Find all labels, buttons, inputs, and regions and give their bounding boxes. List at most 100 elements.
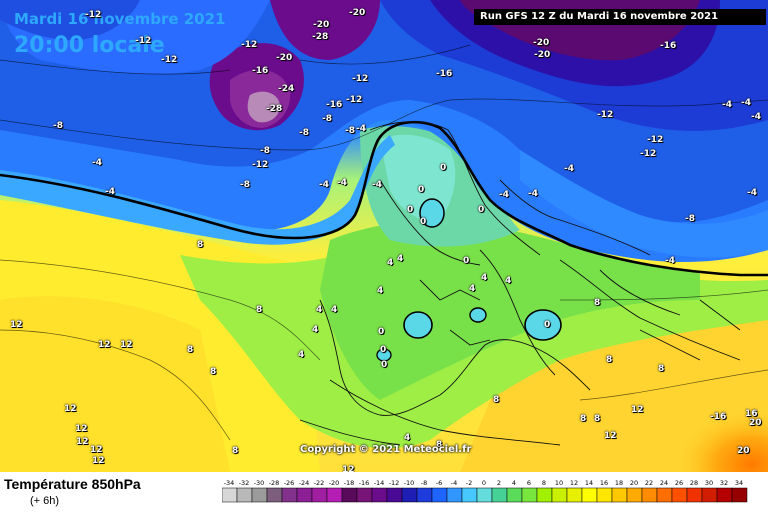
isotherm-label: 8 — [256, 305, 263, 315]
scale-swatch — [476, 487, 493, 503]
isotherm-label: -4 — [356, 124, 366, 134]
forecast-offset: (+ 6h) — [30, 495, 60, 507]
isotherm-label: 8 — [658, 364, 665, 374]
isotherm-label: 8 — [594, 414, 601, 424]
isotherm-label: 12 — [120, 340, 133, 350]
variable-title: Température 850hPa — [4, 476, 141, 492]
scale-swatch — [251, 487, 268, 503]
scale-tick-label: -6 — [436, 479, 442, 487]
isotherm-label: 12 — [76, 437, 89, 447]
scale-tick-label: 20 — [630, 479, 638, 487]
isotherm-label: -12 — [252, 160, 269, 170]
isotherm-label: 4 — [505, 276, 512, 286]
isotherm-label: 4 — [481, 273, 488, 283]
isotherm-label: -4 — [499, 190, 509, 200]
isotherm-label: 4 — [298, 350, 305, 360]
isotherm-label: -20 — [349, 8, 366, 18]
isotherm-label: -4 — [337, 178, 347, 188]
isotherm-label: -12 — [346, 95, 363, 105]
isotherm-label: -4 — [751, 112, 761, 122]
isotherm-label: 12 — [64, 404, 77, 414]
isotherm-label: 0 — [381, 360, 388, 370]
forecast-date: Mardi 16 novembre 2021 — [14, 10, 226, 28]
isotherm-label: -4 — [319, 180, 329, 190]
scale-swatch — [611, 487, 628, 503]
isotherm-label: -8 — [299, 128, 309, 138]
scale-swatch — [401, 487, 418, 503]
scale-tick-label: -4 — [451, 479, 457, 487]
isotherm-label: -16 — [326, 100, 343, 110]
scale-swatch — [581, 487, 598, 503]
isotherm-label: 8 — [580, 414, 587, 424]
isotherm-label: 0 — [478, 205, 485, 215]
isotherm-label: 0 — [440, 163, 447, 173]
scale-tick-label: -30 — [254, 479, 265, 487]
isotherm-label: 12 — [98, 340, 111, 350]
isotherm-label: -20 — [534, 50, 551, 60]
scale-tick-label: 22 — [645, 479, 653, 487]
scale-swatch — [266, 487, 283, 503]
isotherm-label: -8 — [685, 214, 695, 224]
scale-tick-label: -18 — [344, 479, 355, 487]
isotherm-label: 4 — [387, 258, 394, 268]
isotherm-label: -16 — [436, 69, 453, 79]
scale-tick-label: 4 — [512, 479, 516, 487]
isotherm-label: 12 — [604, 431, 617, 441]
scale-swatch — [641, 487, 658, 503]
scale-swatch — [386, 487, 403, 503]
isotherm-label: 0 — [407, 205, 414, 215]
scale-tick-label: 12 — [570, 479, 578, 487]
isotherm-label: -8 — [240, 180, 250, 190]
scale-tick-label: -32 — [239, 479, 250, 487]
legend-bar: Température 850hPa (+ 6h) -34 -32 -30 -28 -2… — [0, 472, 768, 512]
isotherm-label: -28 — [312, 32, 329, 42]
isotherm-label: 12 — [90, 445, 103, 455]
isotherm-label: 4 — [397, 254, 404, 264]
isotherm-label: 20 — [749, 418, 762, 428]
scale-tick-label: 26 — [675, 479, 683, 487]
scale-tick-label: -28 — [269, 479, 280, 487]
isotherm-label: -16 — [660, 41, 677, 51]
isotherm-label: 8 — [436, 440, 443, 450]
isotherm-label: -12 — [135, 36, 152, 46]
isotherm-label: 4 — [331, 305, 338, 315]
isotherm-label: -16 — [252, 66, 269, 76]
scale-tick-label: -12 — [389, 479, 400, 487]
scale-swatch — [686, 487, 703, 503]
scale-tick-label: -20 — [329, 479, 340, 487]
color-scale: -34 -32 -30 -28 -26 -24 -22 -20 -18 -16 -14 -12 -10-… — [222, 479, 748, 503]
isotherm-label: 12 — [75, 424, 88, 434]
isotherm-label: 8 — [594, 298, 601, 308]
scale-swatch — [371, 487, 388, 503]
scale-swatch — [506, 487, 523, 503]
isotherm-label: -12 — [161, 55, 178, 65]
isotherm-label: -20 — [533, 38, 550, 48]
temperature-map — [0, 0, 768, 472]
isotherm-label: -12 — [647, 135, 664, 145]
isotherm-label: -20 — [313, 20, 330, 30]
scale-swatch — [656, 487, 673, 503]
scale-swatch — [731, 487, 748, 503]
scale-tick-label: 16 — [600, 479, 608, 487]
scale-tick-label: 6 — [527, 479, 531, 487]
isotherm-label: 0 — [420, 217, 427, 227]
scale-swatch — [671, 487, 688, 503]
scale-tick-label: -34 — [224, 479, 235, 487]
isotherm-label: 8 — [232, 446, 239, 456]
isotherm-label: -16 — [710, 412, 727, 422]
scale-tick-label: 18 — [615, 479, 623, 487]
scale-tick-label: -24 — [299, 479, 310, 487]
scale-swatch — [416, 487, 433, 503]
isotherm-label: 8 — [197, 240, 204, 250]
isotherm-label: -12 — [597, 110, 614, 120]
scale-swatch — [521, 487, 538, 503]
scale-swatch — [461, 487, 478, 503]
scale-swatch — [446, 487, 463, 503]
scale-swatch — [536, 487, 553, 503]
isotherm-label: 0 — [378, 327, 385, 337]
scale-swatch — [222, 487, 238, 503]
scale-swatch — [281, 487, 298, 503]
isotherm-label: 4 — [404, 433, 411, 443]
scale-swatch — [341, 487, 358, 503]
isotherm-label: 12 — [631, 405, 644, 415]
